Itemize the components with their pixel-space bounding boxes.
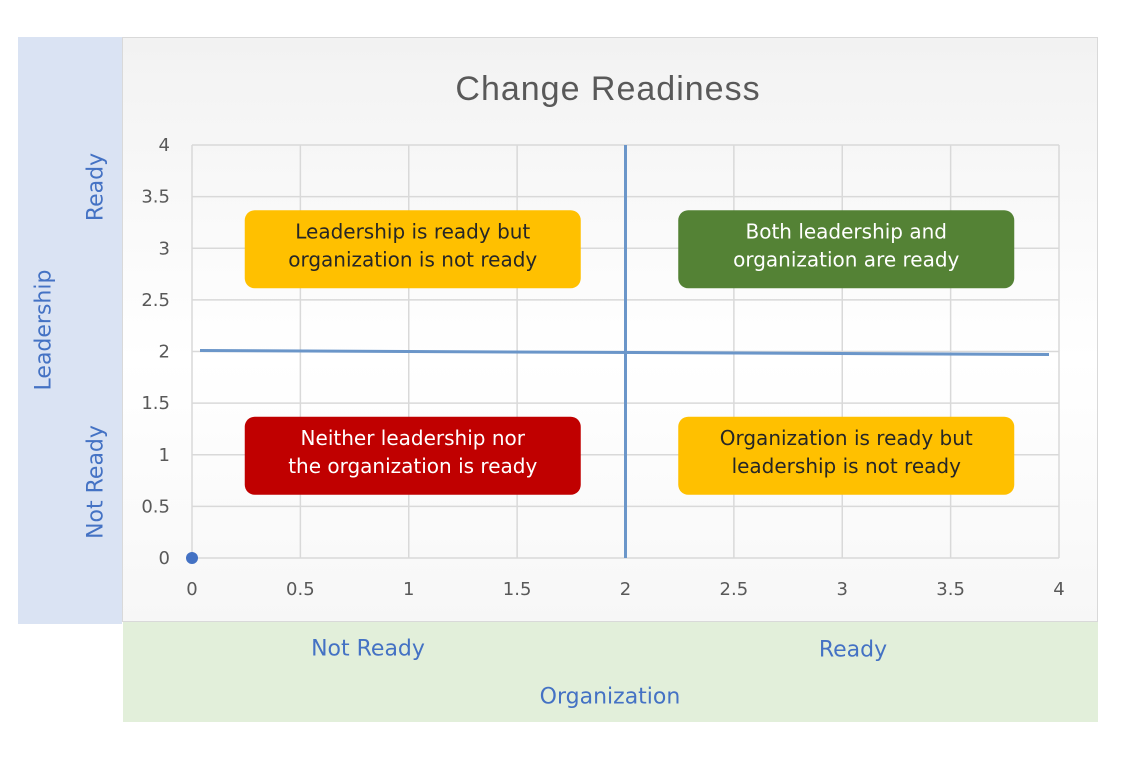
quadrant-box-text: Both leadership and <box>745 219 947 243</box>
x-tick-label: 0.5 <box>286 579 315 600</box>
leadership-not-ready-label: Not Ready <box>83 425 109 539</box>
quadrant-box-background <box>244 210 581 289</box>
quadrant-box-text: organization are ready <box>733 247 959 271</box>
quadrant-box-text: Organization is ready but <box>720 426 973 450</box>
chart-area <box>122 37 1098 622</box>
quadrant-box: Both leadership and organization are read… <box>678 210 1015 289</box>
quadrant-box-text: leadership is not ready <box>732 454 962 478</box>
x-tick-label: 0 <box>186 579 197 600</box>
quadrant-box-text: organization is not ready <box>288 247 537 271</box>
organization-ready-label: Ready <box>818 637 888 663</box>
x-tick-label: 2.5 <box>720 579 749 600</box>
organization-axis-panel <box>123 622 1098 722</box>
quadrant-box-background <box>244 416 581 495</box>
y-tick-label: 4 <box>159 135 170 156</box>
quadrant-box: Neither leadership nor the organization i… <box>244 416 581 495</box>
x-tick-label: 3 <box>837 579 848 600</box>
y-tick-label: 0.5 <box>141 496 170 517</box>
y-tick-label: 3.5 <box>141 187 170 208</box>
organization-axis-title: Organization <box>539 684 681 710</box>
chart-title: Change Readiness <box>455 70 760 108</box>
quadrant-box-text: Leadership is ready but <box>295 219 530 243</box>
x-tick-label: 1 <box>403 579 414 600</box>
x-tick-label: 1.5 <box>503 579 532 600</box>
quadrant-box-background <box>678 210 1015 289</box>
leadership-ready-label: Ready <box>83 152 109 222</box>
horizontal-divider-line <box>199 349 1050 356</box>
y-tick-label: 3 <box>159 238 170 259</box>
x-tick-label: 2 <box>620 579 631 600</box>
quadrant-box: Organization is ready but leadership is n… <box>678 416 1015 495</box>
organization-not-ready-label: Not Ready <box>311 636 425 662</box>
y-tick-label: 1 <box>159 445 170 466</box>
y-tick-label: 2 <box>159 342 170 363</box>
y-tick-label: 2.5 <box>141 290 170 311</box>
quadrant-box: Leadership is ready but organization is n… <box>244 210 581 289</box>
quadrant-box-background <box>678 416 1015 495</box>
quadrant-box-text: the organization is ready <box>288 454 537 478</box>
data-point <box>186 552 198 564</box>
leadership-axis-title: Leadership <box>31 269 57 391</box>
leadership-axis-panel <box>18 37 122 624</box>
y-tick-label: 1.5 <box>141 393 170 414</box>
x-tick-label: 4 <box>1053 579 1064 600</box>
y-tick-label: 0 <box>159 548 170 569</box>
quadrant-box-text: Neither leadership nor <box>301 426 526 450</box>
x-tick-label: 3.5 <box>936 579 965 600</box>
